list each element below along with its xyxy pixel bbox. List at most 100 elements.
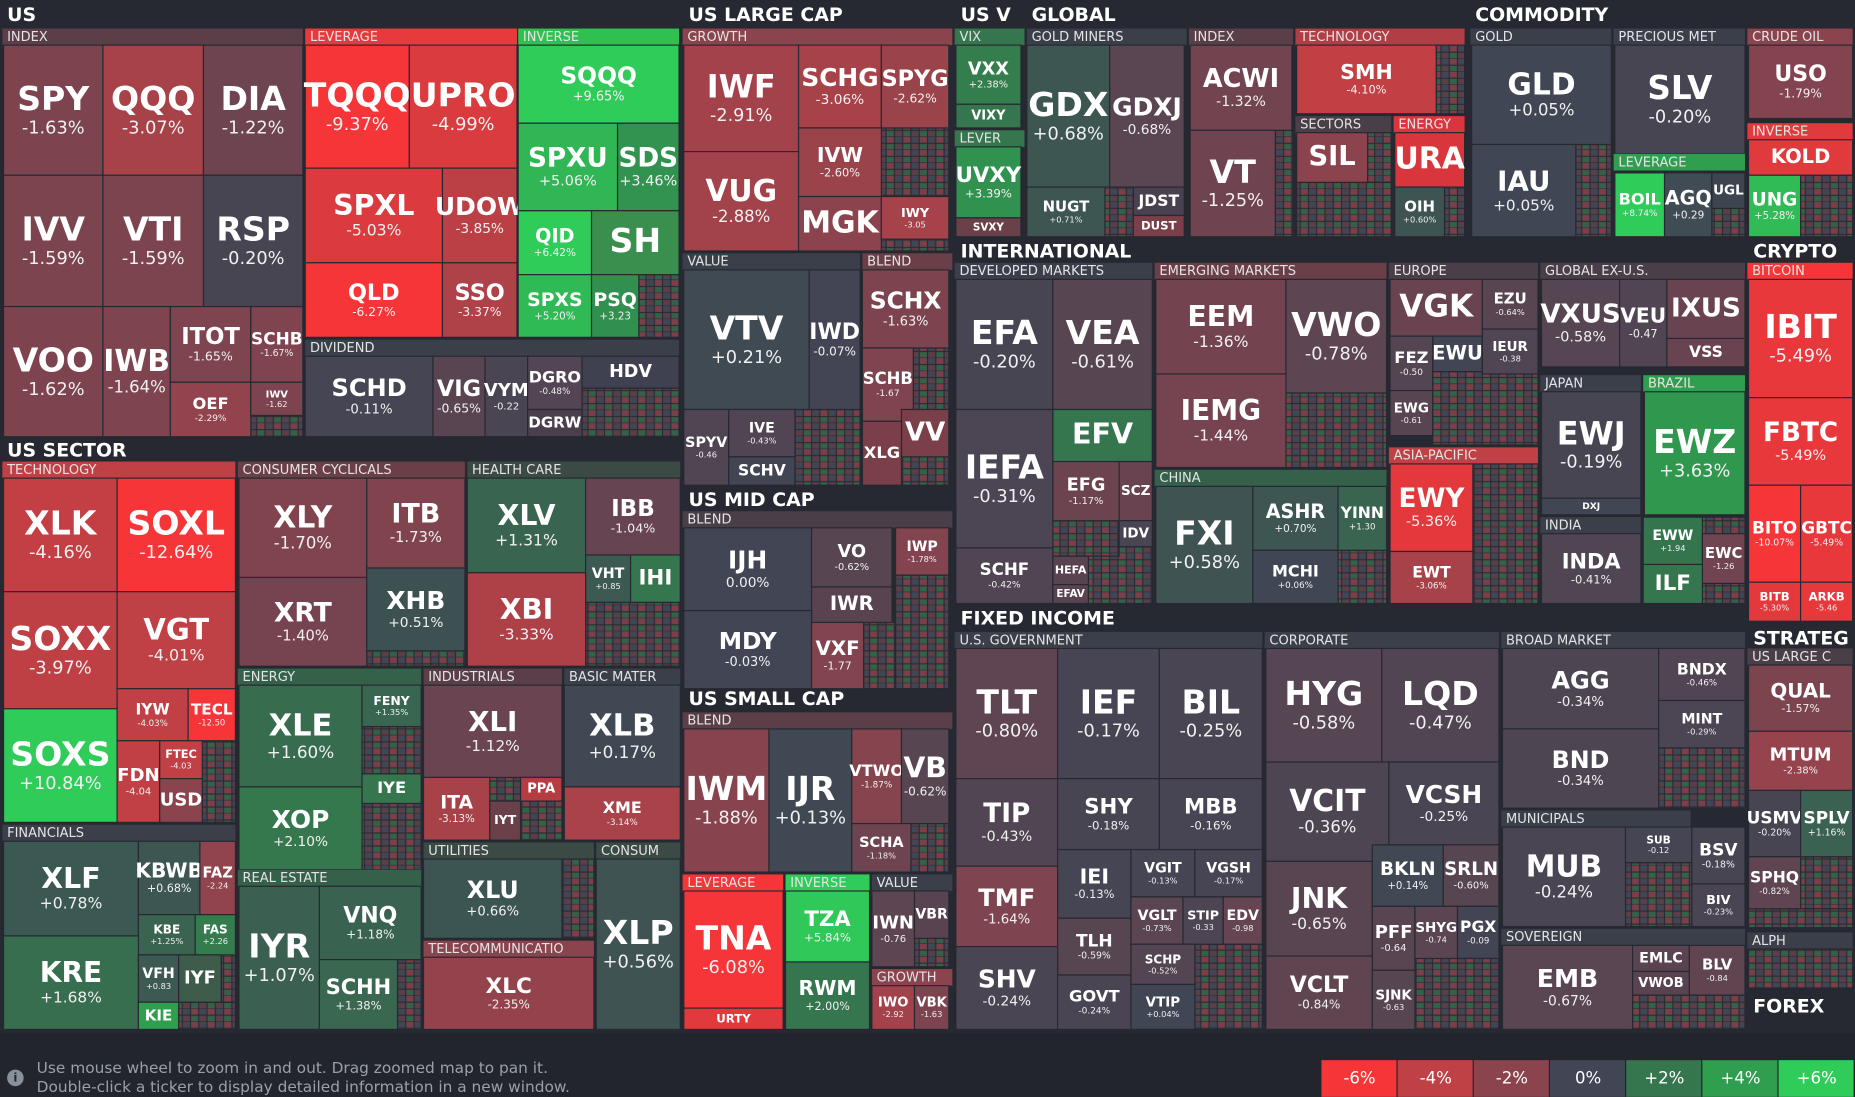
tile[interactable] — [422, 684, 563, 779]
ticker[interactable]: EWW — [1652, 528, 1693, 544]
tile[interactable] — [955, 44, 1022, 105]
ticker[interactable]: EMLC — [1639, 950, 1683, 966]
ticker[interactable]: ACWI — [1203, 64, 1279, 94]
tile[interactable] — [2, 174, 104, 308]
tile[interactable] — [1394, 186, 1446, 238]
ticker[interactable]: JNK — [1289, 882, 1348, 915]
tile[interactable] — [361, 684, 422, 728]
ticker[interactable]: USMV — [1747, 807, 1803, 827]
ticker[interactable]: SOXS — [10, 734, 110, 773]
ticker[interactable]: SPHQ — [1750, 868, 1799, 886]
tile[interactable] — [1026, 44, 1111, 188]
ticker[interactable]: VEA — [1066, 313, 1140, 352]
tile[interactable] — [880, 44, 950, 129]
tile[interactable] — [1614, 172, 1666, 238]
ticker[interactable]: KOLD — [1771, 145, 1830, 168]
tile[interactable] — [1471, 143, 1577, 238]
ticker[interactable]: IXUS — [1671, 293, 1741, 323]
ticker[interactable]: VXF — [815, 637, 859, 660]
tile[interactable] — [422, 956, 595, 1030]
tile[interactable] — [159, 740, 203, 780]
ticker[interactable]: BSV — [1699, 840, 1738, 860]
ticker[interactable]: IWP — [907, 539, 938, 555]
tile[interactable] — [955, 217, 1022, 238]
tile[interactable] — [871, 890, 916, 968]
tile[interactable] — [955, 103, 1022, 129]
tile[interactable] — [238, 477, 368, 579]
tile[interactable] — [366, 477, 466, 569]
tile[interactable] — [1540, 391, 1642, 499]
tile[interactable] — [2, 477, 118, 593]
tile[interactable] — [1222, 896, 1263, 945]
ticker[interactable]: EWT — [1412, 563, 1451, 581]
ticker[interactable]: XLU — [467, 876, 519, 904]
tile[interactable] — [441, 262, 518, 338]
tile[interactable] — [861, 269, 950, 349]
tile[interactable] — [102, 174, 205, 308]
ticker[interactable]: MTUM — [1770, 745, 1832, 765]
tile[interactable] — [238, 885, 321, 1030]
ticker[interactable]: TQQQ — [304, 75, 411, 114]
ticker[interactable]: SPXU — [528, 144, 608, 174]
tile[interactable] — [1052, 583, 1089, 605]
ticker[interactable]: LQD — [1402, 674, 1479, 713]
ticker[interactable]: SCHF — [980, 560, 1030, 579]
tile[interactable] — [1747, 484, 1802, 583]
ticker[interactable]: EWJ — [1557, 414, 1626, 452]
tile[interactable] — [1456, 905, 1500, 960]
tile[interactable] — [1394, 132, 1466, 188]
ticker[interactable]: NUGT — [1043, 197, 1091, 215]
tile[interactable] — [1118, 520, 1153, 548]
tile[interactable] — [1747, 664, 1854, 732]
tile[interactable] — [1057, 848, 1132, 919]
tile[interactable] — [880, 195, 950, 240]
ticker[interactable]: ARKB — [1809, 590, 1845, 604]
ticker[interactable]: STIP — [1187, 908, 1219, 923]
tile[interactable] — [683, 408, 730, 486]
ticker[interactable]: SRLN — [1444, 859, 1498, 880]
ticker[interactable]: SH — [610, 221, 662, 260]
tile[interactable] — [1130, 983, 1196, 1030]
tile[interactable] — [1026, 186, 1106, 238]
ticker[interactable]: IWV — [266, 389, 289, 400]
ticker[interactable]: IHI — [638, 566, 672, 591]
ticker[interactable]: SOXL — [128, 504, 225, 543]
ticker[interactable]: QLD — [348, 280, 400, 306]
ticker[interactable]: ITA — [440, 793, 473, 814]
tile[interactable] — [810, 621, 865, 690]
ticker[interactable]: PGX — [1460, 918, 1496, 936]
tile[interactable] — [683, 610, 813, 690]
tile[interactable] — [527, 355, 583, 411]
ticker[interactable]: VTV — [710, 308, 784, 347]
ticker[interactable]: VBK — [916, 995, 947, 1010]
tile[interactable] — [1371, 969, 1416, 1030]
tile[interactable] — [116, 740, 161, 823]
tile[interactable] — [955, 945, 1059, 1030]
ticker[interactable]: VB — [903, 752, 947, 785]
tile[interactable] — [1501, 826, 1627, 928]
ticker[interactable]: EZU — [1494, 290, 1527, 308]
ticker[interactable]: TIP — [983, 799, 1030, 829]
ticker[interactable]: VGSH — [1206, 861, 1251, 877]
tile[interactable] — [1747, 856, 1802, 910]
tile[interactable] — [683, 527, 813, 612]
ticker[interactable]: SPXS — [527, 290, 582, 311]
tile[interactable] — [1747, 278, 1854, 399]
ticker[interactable]: XBI — [500, 593, 553, 626]
ticker[interactable]: KIE — [145, 1006, 172, 1024]
tile[interactable] — [1189, 129, 1276, 238]
tile[interactable] — [318, 885, 422, 961]
ticker[interactable]: HYG — [1284, 674, 1363, 713]
tile[interactable] — [1501, 647, 1660, 730]
ticker[interactable]: XOP — [272, 805, 330, 834]
ticker[interactable]: PFF — [1375, 922, 1413, 943]
ticker[interactable]: SCHG — [801, 63, 878, 92]
ticker[interactable]: XHB — [386, 586, 445, 615]
ticker[interactable]: DIA — [220, 79, 286, 118]
ticker[interactable]: SOXX — [9, 619, 111, 658]
ticker[interactable]: MUB — [1526, 849, 1603, 884]
ticker[interactable]: VOO — [13, 340, 94, 379]
ticker[interactable]: MDY — [719, 627, 778, 655]
tile[interactable] — [1481, 328, 1539, 375]
tile[interactable] — [304, 262, 444, 338]
